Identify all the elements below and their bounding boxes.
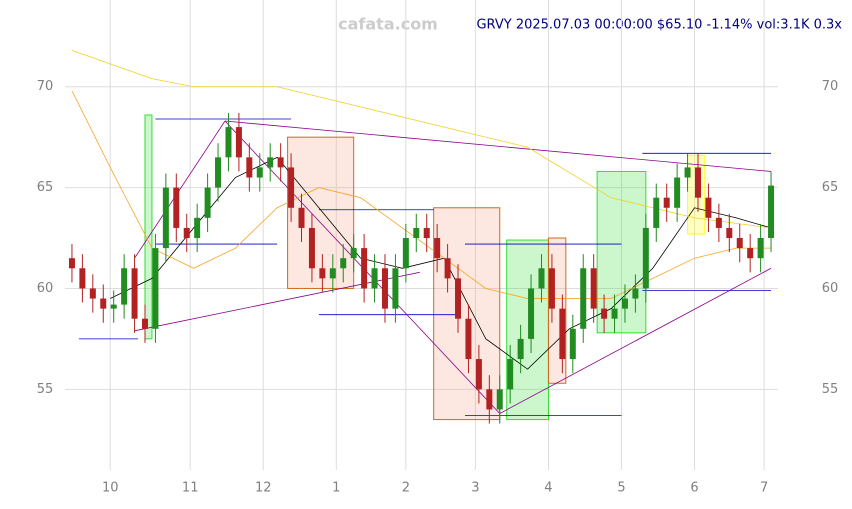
candle-body xyxy=(381,268,388,309)
y-tick-label: 65 xyxy=(37,180,54,195)
candle-body xyxy=(152,248,159,329)
x-tick-label: 3 xyxy=(471,481,479,496)
candle-body xyxy=(768,185,775,239)
candle-body xyxy=(288,167,295,208)
candle-body xyxy=(79,268,86,289)
candle-body xyxy=(736,238,743,249)
candle-body xyxy=(632,288,639,299)
candle-body xyxy=(308,227,315,269)
candle-body xyxy=(674,177,681,208)
candle-body xyxy=(715,217,722,228)
x-tick-label: 1 xyxy=(332,481,340,496)
candle-body xyxy=(726,227,733,239)
candle-body xyxy=(475,359,482,390)
x-tick-label: 2 xyxy=(402,481,410,496)
candle-body xyxy=(695,167,702,198)
x-tick-label: 7 xyxy=(760,481,768,496)
candle-body xyxy=(100,298,107,309)
candle-body xyxy=(131,268,138,319)
candle-body xyxy=(246,157,253,178)
candle-body xyxy=(371,268,378,289)
candle-body xyxy=(225,127,232,158)
candle-body xyxy=(653,197,660,228)
candle-body xyxy=(705,197,712,218)
candle-body xyxy=(757,238,764,259)
candle-body xyxy=(569,328,576,360)
candle-body xyxy=(392,268,399,309)
y-tick-label: 60 xyxy=(37,281,54,296)
candle-body xyxy=(141,318,148,329)
candle-body xyxy=(496,389,503,410)
candle-body xyxy=(663,197,670,208)
watermark: cafata.com xyxy=(338,15,438,34)
candle-body xyxy=(538,268,545,289)
candle-body xyxy=(611,308,618,319)
candle-body xyxy=(277,157,284,168)
candle-body xyxy=(507,359,514,390)
x-tick-label: 6 xyxy=(690,481,698,496)
candle-body xyxy=(162,187,169,249)
candle-body xyxy=(350,248,357,259)
candle-body xyxy=(68,258,75,269)
candle-body xyxy=(580,268,587,329)
moving-average xyxy=(71,90,772,299)
zone xyxy=(144,114,153,340)
candle-body xyxy=(434,238,441,259)
candle-body xyxy=(110,304,117,309)
candle-body xyxy=(642,227,649,289)
x-tick-label: 12 xyxy=(255,481,272,496)
candle-body xyxy=(121,268,128,305)
candle-body xyxy=(621,298,628,309)
candle-body xyxy=(465,318,472,360)
candle-body xyxy=(444,258,451,279)
candle-body xyxy=(413,227,420,239)
trend-line xyxy=(224,120,772,172)
zone xyxy=(506,239,549,421)
candle-body xyxy=(528,288,535,339)
candle-body xyxy=(204,187,211,218)
candle-body xyxy=(319,268,326,279)
candle-body xyxy=(402,238,409,269)
zone xyxy=(596,170,647,334)
candle-body xyxy=(361,248,368,289)
x-tick-label: 11 xyxy=(182,481,199,496)
trend-line xyxy=(134,120,226,259)
x-tick-label: 5 xyxy=(617,481,625,496)
candle-body xyxy=(559,308,566,360)
moving-average xyxy=(71,50,772,229)
candle-body xyxy=(747,248,754,259)
trend-line xyxy=(499,267,772,414)
candle-body xyxy=(235,127,242,158)
candle-body xyxy=(256,167,263,178)
candle-body xyxy=(89,288,96,299)
candle-body xyxy=(517,338,524,360)
y-tick-label-right: 60 xyxy=(822,281,839,296)
candle-body xyxy=(194,217,201,239)
candle-body xyxy=(590,268,597,309)
candle-body xyxy=(215,157,222,188)
candle-body xyxy=(423,227,430,239)
x-tick-label: 4 xyxy=(544,481,552,496)
y-tick-label-right: 70 xyxy=(822,79,839,94)
x-tick-label: 10 xyxy=(102,481,119,496)
y-tick-label: 55 xyxy=(37,382,54,397)
chart-title: GRVY 2025.07.03 00:00:00 $65.10 -1.14% v… xyxy=(476,18,842,33)
candle-body xyxy=(486,389,493,410)
y-tick-label-right: 55 xyxy=(822,382,839,397)
candle-body xyxy=(340,258,347,269)
candle-body xyxy=(684,167,691,178)
candle-body xyxy=(548,268,555,309)
zone xyxy=(433,207,501,421)
candle-body xyxy=(298,207,305,228)
candle-body xyxy=(267,157,274,168)
candle-body xyxy=(455,278,462,319)
candle-body xyxy=(329,268,336,279)
y-tick-label: 70 xyxy=(37,79,54,94)
candle-body xyxy=(601,308,608,319)
candle-body xyxy=(173,187,180,228)
y-tick-label-right: 65 xyxy=(822,180,839,195)
candle-body xyxy=(183,227,190,239)
